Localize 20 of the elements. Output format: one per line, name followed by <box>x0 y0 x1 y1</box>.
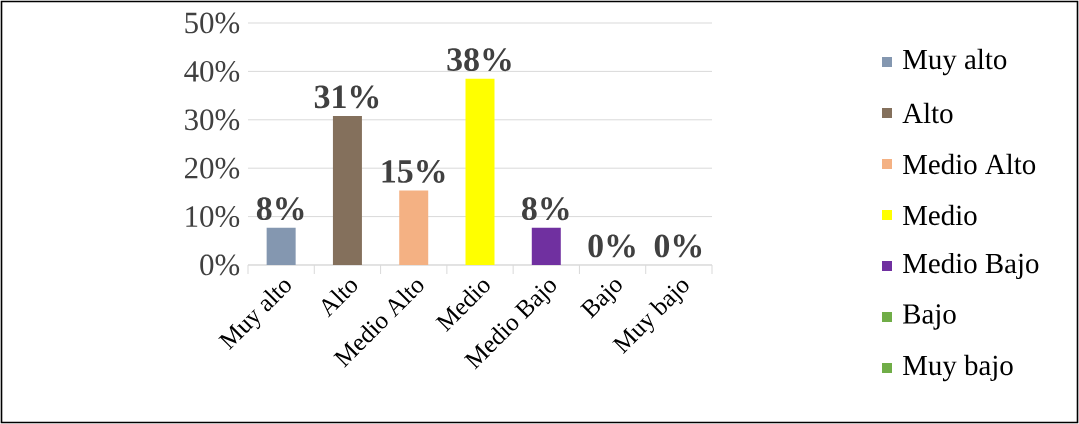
y-tick-label: 10% <box>186 206 240 228</box>
legend-label: Alto <box>902 102 953 124</box>
legend-label: Medio <box>903 204 977 226</box>
data-label: 0% <box>654 234 702 258</box>
data-label: 31% <box>314 85 379 109</box>
data-label: 0% <box>588 234 635 258</box>
data-label: 8% <box>522 197 569 221</box>
legend-label: Medio Bajo <box>903 252 1039 280</box>
y-tick-label: 50% <box>185 12 240 34</box>
legend-label: Muy alto <box>903 48 1007 76</box>
x-tick-label: Muy alto <box>218 280 291 351</box>
y-tick-label: 0% <box>200 254 240 276</box>
data-label: 8% <box>256 197 304 221</box>
legend-label: Medio Alto <box>903 153 1036 175</box>
y-tick-label: 40% <box>184 60 240 82</box>
y-tick-label: 20% <box>184 157 240 179</box>
data-label: 15% <box>382 159 445 183</box>
y-tick-label: 30% <box>185 109 240 131</box>
x-tick-label: Alto <box>322 280 358 318</box>
data-label: 38% <box>447 48 511 72</box>
